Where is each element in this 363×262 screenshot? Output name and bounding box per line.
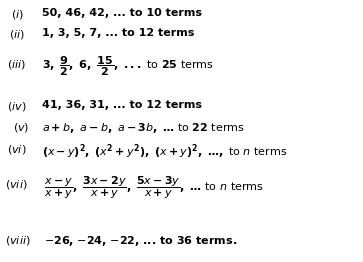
Text: $\mathit{(i)}$: $\mathit{(i)}$ bbox=[11, 8, 24, 21]
Text: $\mathit{(ii)}$: $\mathit{(ii)}$ bbox=[9, 28, 25, 41]
Text: $\mathit{(vi)}$: $\mathit{(vi)}$ bbox=[7, 143, 27, 156]
Text: $\mathbf{3,\ \dfrac{9}{2},\ 6,\ \dfrac{15}{2},}$ $\mathbf{...\ \mathrm{to}\ 25\ : $\mathbf{3,\ \dfrac{9}{2},\ 6,\ \dfrac{1… bbox=[42, 55, 214, 79]
Text: 41, 36, 31, ... to 12 terms: 41, 36, 31, ... to 12 terms bbox=[42, 100, 202, 110]
Text: $\mathbf{(\mathit{x}-\mathit{y})^2,\ (\mathit{x}^2+\mathit{y}^2),\ (\mathit{x}+\: $\mathbf{(\mathit{x}-\mathit{y})^2,\ (\m… bbox=[42, 143, 287, 161]
Text: $\mathit{(iv)}$: $\mathit{(iv)}$ bbox=[7, 100, 27, 113]
Text: 50, 46, 42, ... to 10 terms: 50, 46, 42, ... to 10 terms bbox=[42, 8, 202, 18]
Text: 1, 3, 5, 7, ... to 12 terms: 1, 3, 5, 7, ... to 12 terms bbox=[42, 28, 194, 38]
Text: $\mathit{(iii)}$: $\mathit{(iii)}$ bbox=[7, 58, 25, 71]
Text: $-$26, $-$24, $-$22, ... to 36 terms.: $-$26, $-$24, $-$22, ... to 36 terms. bbox=[44, 234, 237, 248]
Text: $\mathit{(vii)}$: $\mathit{(vii)}$ bbox=[5, 178, 27, 191]
Text: $\mathbf{\dfrac{\mathit{x}-\mathit{y}}{\mathit{x}+\mathit{y}},\ \dfrac{3\mathit{: $\mathbf{\dfrac{\mathit{x}-\mathit{y}}{\… bbox=[44, 174, 264, 201]
Text: $\mathbf{\mathit{a}+\mathit{b},\ \mathit{a}-\mathit{b},\ \mathit{a}-3\mathit{b},: $\mathbf{\mathit{a}+\mathit{b},\ \mathit… bbox=[42, 121, 245, 135]
Text: $\mathit{(v)}$: $\mathit{(v)}$ bbox=[13, 121, 29, 134]
Text: $\mathit{(viii)}$: $\mathit{(viii)}$ bbox=[5, 234, 30, 247]
